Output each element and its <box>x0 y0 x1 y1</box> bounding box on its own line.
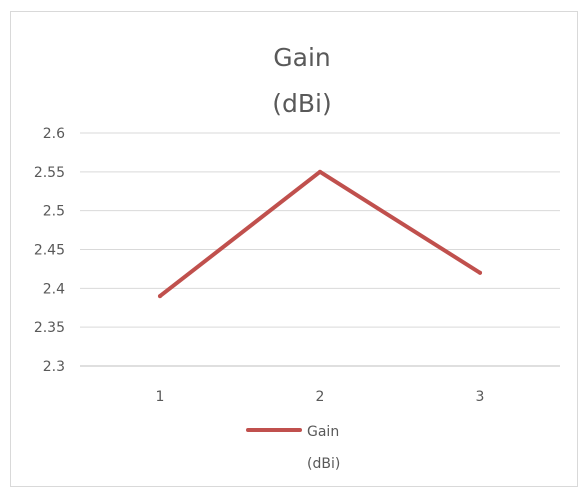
x-tick-label: 2 <box>316 389 325 405</box>
data-point <box>158 294 162 299</box>
data-point <box>318 169 322 174</box>
chart-title-line-1: Gain <box>273 43 330 72</box>
legend-label-line-2: (dBi) <box>307 456 340 472</box>
x-tick-label: 3 <box>476 389 485 405</box>
y-tick-label: 2.3 <box>43 359 65 375</box>
legend: Gain (dBi) <box>246 424 340 472</box>
y-tick-label: 2.45 <box>34 243 65 259</box>
x-tick-label: 1 <box>156 389 165 405</box>
y-tick-label: 2.6 <box>43 126 65 142</box>
gridlines <box>80 132 560 367</box>
series-line-gain <box>158 169 482 299</box>
y-tick-label: 2.5 <box>43 204 65 220</box>
series-group <box>158 169 482 299</box>
chart-title: Gain (dBi) <box>272 43 331 118</box>
y-tick-label: 2.55 <box>34 165 65 181</box>
legend-label-line-1: Gain <box>307 424 339 440</box>
y-tick-label: 2.4 <box>43 281 65 297</box>
y-tick-label: 2.35 <box>34 320 65 336</box>
chart-title-line-2: (dBi) <box>272 89 331 118</box>
x-axis-tick-labels: 1 2 3 <box>156 389 485 405</box>
y-axis-tick-labels: 2.3 2.35 2.4 2.45 2.5 2.55 2.6 <box>34 126 65 375</box>
data-point <box>478 270 482 275</box>
